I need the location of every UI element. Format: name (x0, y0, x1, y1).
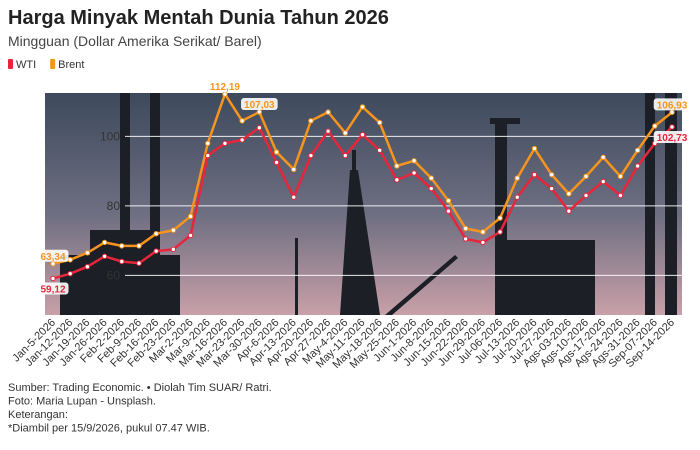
legend-swatch (8, 59, 13, 69)
data-point (548, 185, 555, 192)
data-point (50, 275, 56, 282)
y-tick-label: 100 (100, 129, 120, 143)
data-point (84, 250, 91, 256)
data-point (462, 225, 469, 232)
data-point (325, 128, 331, 134)
data-point (617, 173, 624, 180)
data-point (634, 163, 641, 169)
data-point (291, 194, 297, 200)
data-point (600, 154, 606, 160)
data-point (445, 197, 452, 204)
chart-title: Harga Minyak Mentah Dunia Tahun 2026 (8, 7, 389, 29)
legend-label: Brent (58, 59, 84, 71)
data-point (239, 137, 245, 143)
data-point (187, 232, 194, 239)
data-point (634, 147, 641, 154)
data-point (411, 170, 417, 176)
data-point (67, 257, 73, 263)
data-point (583, 173, 589, 180)
data-label-bg (653, 98, 691, 111)
data-label: 102,73 (657, 133, 688, 144)
data-point (101, 239, 108, 246)
data-point (119, 243, 125, 249)
data-point (342, 152, 349, 159)
data-point (359, 104, 366, 110)
data-point (205, 152, 211, 159)
data-point (480, 229, 486, 235)
data-point (514, 175, 520, 181)
data-point (566, 191, 572, 197)
data-point (497, 229, 503, 235)
data-point (462, 236, 469, 242)
data-point (583, 192, 589, 199)
data-point (101, 253, 108, 259)
data-point (669, 124, 675, 130)
data-point (428, 175, 434, 181)
data-label: 112,19 (210, 82, 240, 93)
data-point (187, 213, 194, 220)
data-point (617, 192, 624, 199)
data-point (411, 158, 417, 164)
data-point (497, 215, 503, 221)
data-point (273, 149, 280, 155)
chart-subtitle: Mingguan (Dollar Amerika Serikat/ Barel) (8, 33, 262, 49)
footnotes: Sumber: Trading Economic. • Diolah Tim S… (8, 382, 272, 435)
data-point (170, 246, 177, 253)
data-point (394, 163, 400, 169)
data-point (531, 171, 538, 178)
data-label: 63,34 (40, 252, 65, 263)
footnote: *Diambil per 15/9/2026, pukul 07.47 WIB. (8, 423, 210, 435)
data-point (445, 208, 452, 214)
footnote: Foto: Maria Lupan - Unsplash. (8, 396, 156, 408)
data-point (376, 147, 383, 154)
data-point (566, 208, 572, 214)
data-point (222, 140, 228, 147)
data-point (153, 231, 159, 237)
data-label-bg (241, 98, 278, 111)
data-point (428, 185, 434, 192)
data-point (205, 140, 211, 147)
data-point (291, 166, 297, 173)
y-tick-label: 60 (107, 268, 121, 282)
data-point (84, 264, 91, 270)
data-point (67, 270, 73, 277)
data-point (531, 145, 538, 152)
y-tick-label: 80 (107, 199, 121, 213)
data-point (376, 119, 383, 126)
data-point (136, 243, 142, 249)
data-point (600, 178, 606, 185)
legend-label: WTI (16, 59, 36, 71)
data-point (308, 152, 314, 159)
data-label-bg (206, 80, 243, 93)
data-label-bg (37, 282, 69, 295)
data-point (548, 171, 555, 178)
footnote: Keterangan: (8, 409, 68, 421)
data-point (136, 260, 142, 266)
legend-swatch (50, 59, 56, 69)
data-point (652, 123, 658, 129)
data-point (170, 227, 177, 233)
data-label: 107,03 (244, 100, 275, 111)
data-point (359, 131, 366, 138)
data-label-bg (37, 249, 69, 262)
data-point (273, 159, 280, 166)
data-point (308, 118, 314, 124)
data-point (325, 109, 331, 115)
data-point (394, 177, 400, 183)
data-label: 59,12 (40, 284, 65, 295)
data-point (153, 248, 159, 254)
data-point (480, 239, 486, 246)
data-label: 106,93 (657, 100, 688, 111)
data-point (119, 258, 125, 265)
data-point (239, 118, 245, 124)
data-label-bg (653, 130, 691, 143)
footnote: Sumber: Trading Economic. • Diolah Tim S… (8, 382, 272, 394)
data-point (256, 125, 263, 131)
data-point (514, 194, 520, 200)
data-point (342, 130, 349, 136)
